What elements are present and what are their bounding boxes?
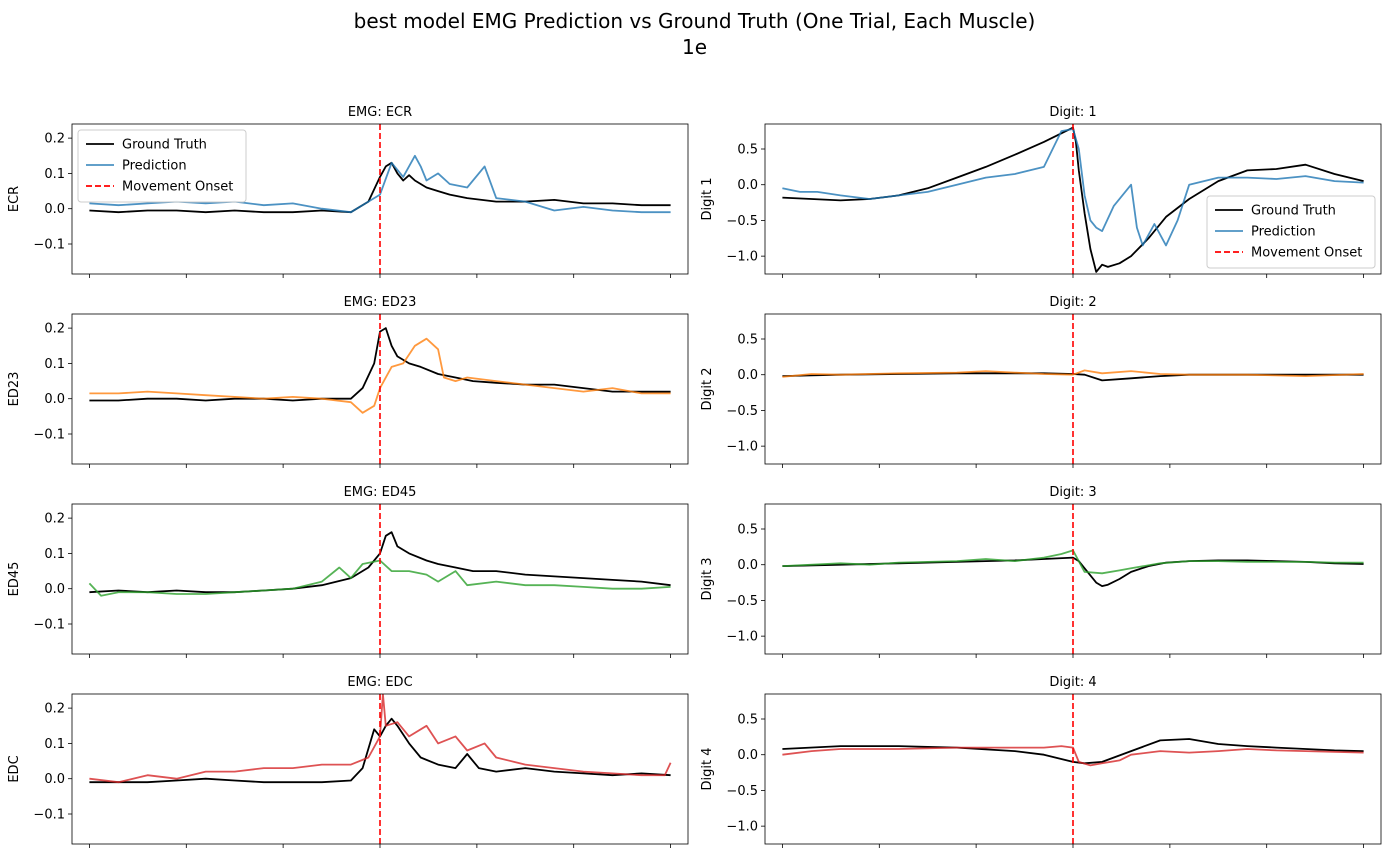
y-axis-label: ECR <box>7 186 22 212</box>
y-tick-label: 0.1 <box>44 357 65 372</box>
y-tick-label: 0.5 <box>737 713 758 728</box>
axes-frame <box>764 313 1382 465</box>
axes-frame <box>71 693 689 845</box>
ground-truth-line <box>89 327 671 402</box>
legend-entry-label: Movement Onset <box>1251 246 1362 261</box>
subplot-2: Digit: 1 Digit 1 −1.0 −0.5 0.0 0.5 Ground Trut… <box>700 105 1382 278</box>
subplot-title: EMG: EDC <box>347 675 412 690</box>
y-tick-label: 0.1 <box>44 167 65 182</box>
ground-truth-line <box>89 717 671 784</box>
axes-frame <box>71 313 689 465</box>
y-tick-label: 0.0 <box>44 582 65 597</box>
subplot-title: EMG: ECR <box>348 105 412 120</box>
y-tick-label: −0.1 <box>33 238 65 253</box>
y-tick-label: −1.0 <box>726 250 758 265</box>
y-tick-label: 0.0 <box>44 392 65 407</box>
y-tick-label: −0.5 <box>726 404 758 419</box>
subplot-6: Digit: 3 Digit 3 −1.0 −0.5 0.0 0.5 <box>700 485 1382 658</box>
y-tick-label: 0.5 <box>737 143 758 158</box>
y-tick-label: 0.5 <box>737 523 758 538</box>
y-tick-label: 0.0 <box>44 772 65 787</box>
subplot-7: EMG: EDC EDC −0.1 0.0 0.1 0.2 <box>7 675 689 848</box>
prediction-line <box>782 745 1364 767</box>
subplot-1: EMG: ECR ECR −0.1 0.0 0.1 0.2 Ground Truth Pred… <box>7 105 689 278</box>
y-axis-label: Digit 3 <box>700 558 715 601</box>
y-tick-label: −0.1 <box>33 428 65 443</box>
subplot-5: EMG: ED45 ED45 −0.1 0.0 0.1 0.2 <box>7 485 689 658</box>
y-tick-label: −0.5 <box>726 594 758 609</box>
legend-entry-label: Movement Onset <box>122 180 233 195</box>
y-axis-label: ED45 <box>7 562 22 597</box>
figure-title-line-1: best model EMG Prediction vs Ground Trut… <box>354 9 1036 33</box>
y-tick-label: 0.0 <box>737 558 758 573</box>
y-tick-label: 0.2 <box>44 512 65 527</box>
y-tick-label: 0.2 <box>44 132 65 147</box>
plot-area <box>782 738 1364 767</box>
prediction-line <box>782 128 1364 247</box>
ground-truth-line <box>89 531 671 594</box>
legend-entry-label: Ground Truth <box>122 138 207 153</box>
y-tick-label: 0.1 <box>44 737 65 752</box>
y-axis-label: ED23 <box>7 372 22 407</box>
y-axis-label: EDC <box>7 755 22 782</box>
y-tick-label: −1.0 <box>726 440 758 455</box>
legend-box <box>1206 195 1376 269</box>
y-tick-label: −0.5 <box>726 214 758 229</box>
axes-frame <box>764 693 1382 845</box>
axes-frame <box>71 123 689 275</box>
y-tick-label: 0.2 <box>44 322 65 337</box>
y-axis-label: Digit 2 <box>700 368 715 411</box>
legend: Ground Truth Prediction Movement Onset <box>77 129 247 203</box>
y-tick-label: −0.5 <box>726 784 758 799</box>
y-tick-label: 0.1 <box>44 547 65 562</box>
y-tick-label: −1.0 <box>726 820 758 835</box>
y-tick-label: 0.0 <box>737 368 758 383</box>
subplot-title: EMG: ED45 <box>344 485 417 500</box>
prediction-line <box>89 337 671 414</box>
prediction-line <box>89 694 672 784</box>
y-tick-label: 0.0 <box>737 178 758 193</box>
legend-entry-label: Prediction <box>1251 225 1316 240</box>
ground-truth-line <box>89 161 671 214</box>
plot-area <box>782 369 1364 382</box>
subplot-3: EMG: ED23 ED23 −0.1 0.0 0.1 0.2 <box>7 295 689 468</box>
subplot-title: Digit: 3 <box>1049 485 1096 500</box>
legend-entry-label: Prediction <box>122 159 187 174</box>
y-axis-label: Digit 4 <box>700 748 715 791</box>
subplot-title: Digit: 2 <box>1049 295 1096 310</box>
y-tick-label: 0.0 <box>44 202 65 217</box>
plot-area <box>89 694 672 784</box>
y-tick-label: −1.0 <box>726 630 758 645</box>
plot-area <box>89 327 671 414</box>
subplot-title: Digit: 4 <box>1049 675 1096 690</box>
ground-truth-line <box>782 126 1364 273</box>
subplot-grid: EMG: ECR ECR −0.1 0.0 0.1 0.2 Ground Truth Pred… <box>7 105 1382 848</box>
prediction-line <box>782 369 1364 378</box>
plot-area <box>782 126 1364 273</box>
legend: Ground Truth Prediction Movement Onset <box>1206 195 1376 269</box>
y-axis-label: Digit 1 <box>700 178 715 221</box>
y-tick-label: 0.5 <box>737 333 758 348</box>
subplot-8: Digit: 4 Digit 4 −1.0 −0.5 0.0 0.5 <box>700 675 1382 848</box>
subplot-title: EMG: ED23 <box>344 295 417 310</box>
y-tick-label: −0.1 <box>33 618 65 633</box>
axes-frame <box>764 503 1382 655</box>
axes-frame <box>71 503 689 655</box>
y-tick-label: −0.1 <box>33 808 65 823</box>
subplot-title: Digit: 1 <box>1049 105 1096 120</box>
figure-title-line-2: 1e <box>682 35 707 59</box>
legend-box <box>77 129 247 203</box>
prediction-line <box>782 549 1364 575</box>
y-tick-label: 0.0 <box>737 748 758 763</box>
y-tick-label: 0.2 <box>44 702 65 717</box>
axes-frame <box>764 123 1382 275</box>
subplot-4: Digit: 2 Digit 2 −1.0 −0.5 0.0 0.5 <box>700 295 1382 468</box>
legend-entry-label: Ground Truth <box>1251 204 1336 219</box>
plot-area <box>782 549 1364 587</box>
